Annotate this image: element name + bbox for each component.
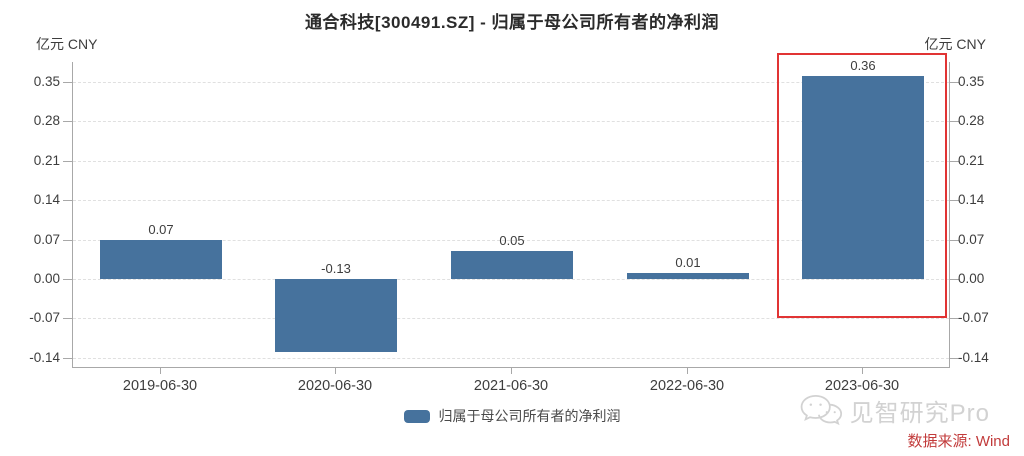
y-axis-tick-left xyxy=(63,279,72,280)
y-tick-label-right: -0.07 xyxy=(958,310,989,325)
y-axis-tick-right xyxy=(950,200,959,201)
x-tick-label: 2020-06-30 xyxy=(297,378,373,394)
watermark-brand-text: 见智研究Pro xyxy=(849,399,990,427)
y-tick-label-right: 0.35 xyxy=(958,74,985,89)
gridline xyxy=(73,161,949,162)
y-tick-label-right: 0.28 xyxy=(958,113,985,128)
bar-value-label: -0.13 xyxy=(321,261,351,276)
gridline xyxy=(73,358,949,359)
y-axis-tick-left xyxy=(63,200,72,201)
gridline xyxy=(73,200,949,201)
y-axis-tick-right xyxy=(950,279,959,280)
gridline xyxy=(73,121,949,122)
y-tick-label-left: 0.28 xyxy=(33,113,60,128)
bar-value-label: 0.01 xyxy=(675,255,701,270)
gridline xyxy=(73,82,949,83)
y-axis-tick-right xyxy=(950,358,959,359)
y-tick-label-right: 0.14 xyxy=(958,192,985,207)
chart-title: 通合科技[300491.SZ] - 归属于母公司所有者的净利润 xyxy=(304,13,720,32)
y-tick-label-right: 0.07 xyxy=(958,232,985,247)
legend-swatch xyxy=(403,409,430,423)
y-tick-label-left: 0.14 xyxy=(33,192,60,207)
x-axis-tick xyxy=(160,368,161,374)
y-tick-label-right: -0.14 xyxy=(958,350,989,365)
watermark-brand: 见智研究Pro xyxy=(798,393,990,427)
y-tick-label-left: 0.00 xyxy=(33,271,60,286)
y-tick-label-right: 0.00 xyxy=(958,271,985,286)
y-axis-tick-right xyxy=(950,161,959,162)
data-source-label: 数据来源: Wind xyxy=(907,433,1010,450)
x-axis-tick xyxy=(511,368,512,374)
y-tick-label-right: 0.21 xyxy=(958,153,985,168)
bar-value-label: 0.36 xyxy=(850,58,876,73)
bar-value-label: 0.05 xyxy=(499,233,525,248)
y-axis-unit-right: 亿元 CNY xyxy=(924,36,986,52)
y-axis-unit-left: 亿元 CNY xyxy=(36,36,98,52)
bar-2021-06-30[interactable] xyxy=(451,251,573,279)
bar-2023-06-30[interactable] xyxy=(802,76,924,279)
y-axis-tick-left xyxy=(63,161,72,162)
x-tick-label: 2023-06-30 xyxy=(824,378,900,394)
wechat-icon xyxy=(798,393,844,427)
y-axis-tick-right xyxy=(950,121,959,122)
legend-label: 归属于母公司所有者的净利润 xyxy=(438,408,621,424)
plot-area: 0.07 -0.13 0.05 0.01 0.36 xyxy=(72,58,950,368)
bar-value-label: 0.07 xyxy=(148,222,174,237)
x-axis-tick xyxy=(687,368,688,374)
y-tick-label-left: 0.35 xyxy=(33,74,60,89)
x-axis-tick xyxy=(335,368,336,374)
x-tick-label: 2019-06-30 xyxy=(122,378,198,394)
y-tick-label-left: -0.14 xyxy=(29,350,60,365)
gridline xyxy=(73,318,949,319)
y-axis-tick-right xyxy=(950,240,959,241)
y-axis-tick-right xyxy=(950,318,959,319)
y-tick-label-left: 0.07 xyxy=(33,232,60,247)
highlight-box xyxy=(777,53,947,318)
x-axis-tick xyxy=(862,368,863,374)
y-axis-tick-left xyxy=(63,318,72,319)
y-axis-tick-right xyxy=(950,82,959,83)
gridline xyxy=(73,240,949,241)
legend: 归属于母公司所有者的净利润 xyxy=(0,404,1024,428)
x-tick-label: 2021-06-30 xyxy=(473,378,549,394)
y-axis-tick-left xyxy=(63,121,72,122)
y-tick-label-left: 0.21 xyxy=(33,153,60,168)
y-tick-label-left: -0.07 xyxy=(29,310,60,325)
bar-2020-06-30[interactable] xyxy=(275,279,397,352)
gridline xyxy=(73,279,949,280)
bar-2022-06-30[interactable] xyxy=(627,273,749,279)
bar-2019-06-30[interactable] xyxy=(100,240,222,279)
y-axis-tick-left xyxy=(63,240,72,241)
y-axis-tick-left xyxy=(63,82,72,83)
x-tick-label: 2022-06-30 xyxy=(649,378,725,394)
y-axis-tick-left xyxy=(63,358,72,359)
